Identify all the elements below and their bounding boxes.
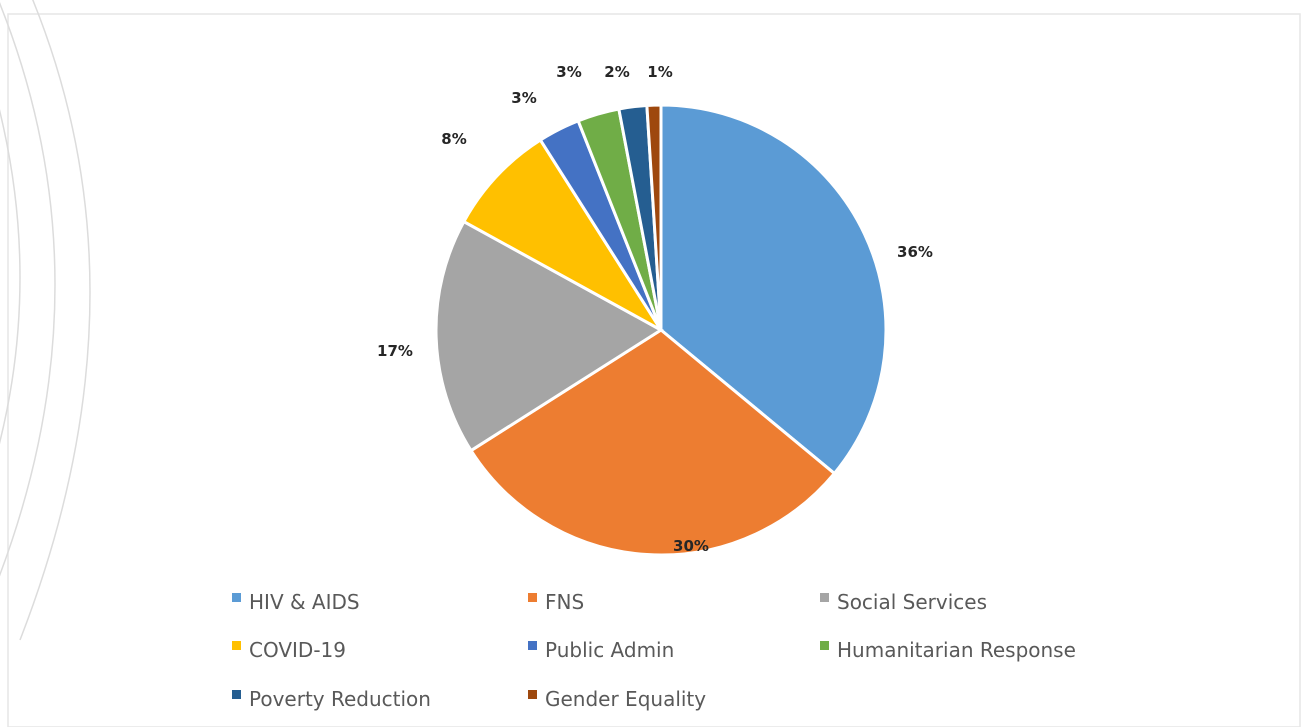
decorative-arc [0,2,56,577]
pie-slice-social-services [434,219,664,453]
data-label: 2% [604,63,629,81]
data-label: 1% [647,63,672,81]
pie-slice-hiv-aids [659,103,888,476]
pie-slices [434,103,888,557]
pie-slice-gender-equality [645,103,663,331]
data-label: 3% [511,89,536,107]
pie-slice-covid-19 [461,137,663,332]
pie-data-labels: 36% 30% 17% 8% 3% 3% 2% 1% [377,63,933,555]
data-label: 36% [897,243,933,261]
pie-slice-fns [468,328,837,557]
data-label: 3% [556,63,581,81]
data-label: 8% [441,130,466,148]
data-label: 17% [377,342,413,360]
chart-frame [7,13,1301,727]
decorative-arc [0,109,21,445]
data-label: 30% [673,537,709,555]
decorative-arc [19,0,91,641]
